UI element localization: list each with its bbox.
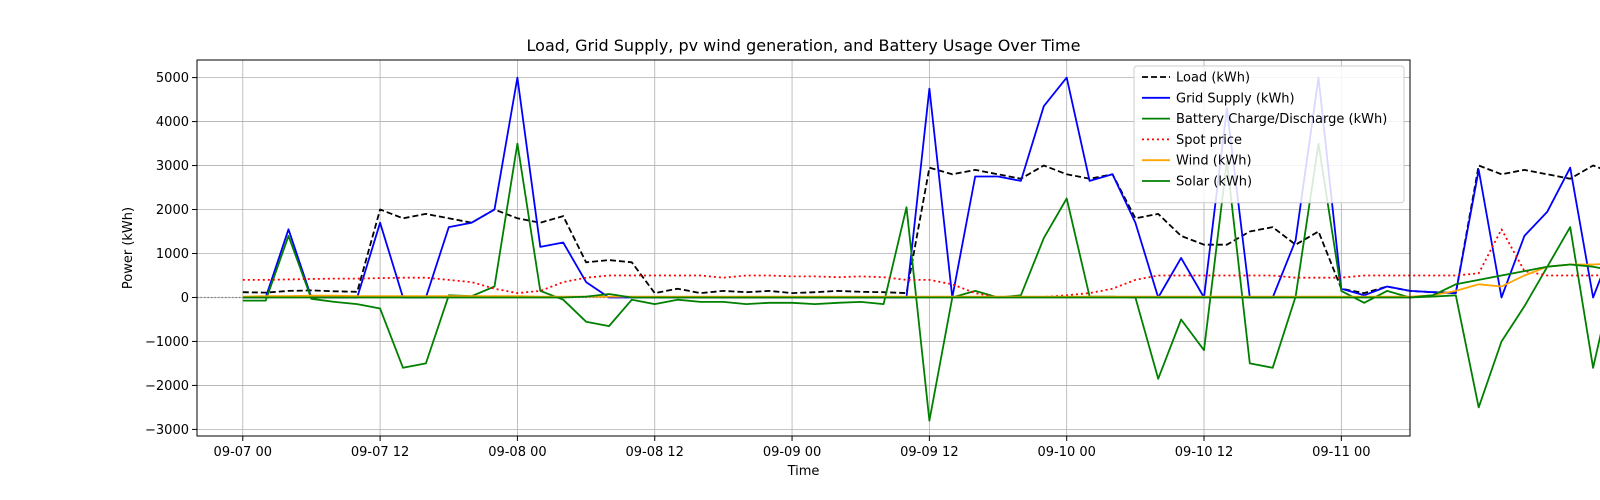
series-line-1 bbox=[242, 164, 1600, 295]
y-tick-label: 3000 bbox=[156, 159, 189, 174]
series-line-3 bbox=[242, 142, 1600, 422]
y-tick-label: −2000 bbox=[145, 379, 189, 394]
x-tick-label: 09-09 00 bbox=[763, 445, 821, 460]
series-line-4 bbox=[242, 228, 1600, 299]
series-line-6 bbox=[242, 263, 1600, 299]
series-line-5 bbox=[242, 263, 1600, 298]
y-tick-label: −3000 bbox=[145, 423, 189, 438]
y-tick-label: 1000 bbox=[156, 247, 189, 262]
x-axis-title: Time bbox=[787, 464, 820, 479]
y-tick-label: 5000 bbox=[156, 71, 189, 86]
legend-label: Wind (kWh) bbox=[1176, 154, 1252, 169]
legend-label: Solar (kWh) bbox=[1176, 175, 1252, 190]
y-tick-label: 0 bbox=[181, 291, 189, 306]
legend-label: Load (kWh) bbox=[1176, 71, 1250, 86]
x-tick-label: 09-07 00 bbox=[214, 445, 272, 460]
x-tick-label: 09-09 12 bbox=[900, 445, 958, 460]
y-axis-ticks: −3000 −2000 −1000 0 1000 2000 3000 4000 5000 bbox=[145, 71, 197, 438]
x-tick-label: 09-08 00 bbox=[488, 445, 546, 460]
legend: Load (kWh) Grid Supply (kWh) Battery Charg… bbox=[1133, 65, 1405, 204]
y-tick-label: 2000 bbox=[156, 203, 189, 218]
plot-area-frame bbox=[196, 59, 1411, 437]
legend-box bbox=[1133, 65, 1405, 204]
chart-title: Load, Grid Supply, pv wind generation, a… bbox=[527, 36, 1081, 55]
legend-label: Battery Charge/Discharge (kWh) bbox=[1176, 112, 1387, 127]
x-tick-label: 09-10 00 bbox=[1037, 445, 1095, 460]
y-tick-label: 4000 bbox=[156, 115, 189, 130]
x-axis-ticks: 09-07 00 09-07 12 09-08 00 09-08 12 09-09 00… bbox=[214, 436, 1371, 460]
legend-label: Grid Supply (kWh) bbox=[1176, 91, 1295, 106]
x-tick-label: 09-07 12 bbox=[351, 445, 409, 460]
y-axis-title: Power (kWh) bbox=[121, 207, 136, 289]
y-tick-label: −1000 bbox=[145, 335, 189, 350]
legend-label: Spot price bbox=[1176, 133, 1242, 148]
x-tick-label: 09-08 12 bbox=[626, 445, 684, 460]
series-lines bbox=[242, 76, 1600, 422]
x-tick-label: 09-10 12 bbox=[1175, 445, 1233, 460]
x-tick-label: 09-11 00 bbox=[1312, 445, 1370, 460]
